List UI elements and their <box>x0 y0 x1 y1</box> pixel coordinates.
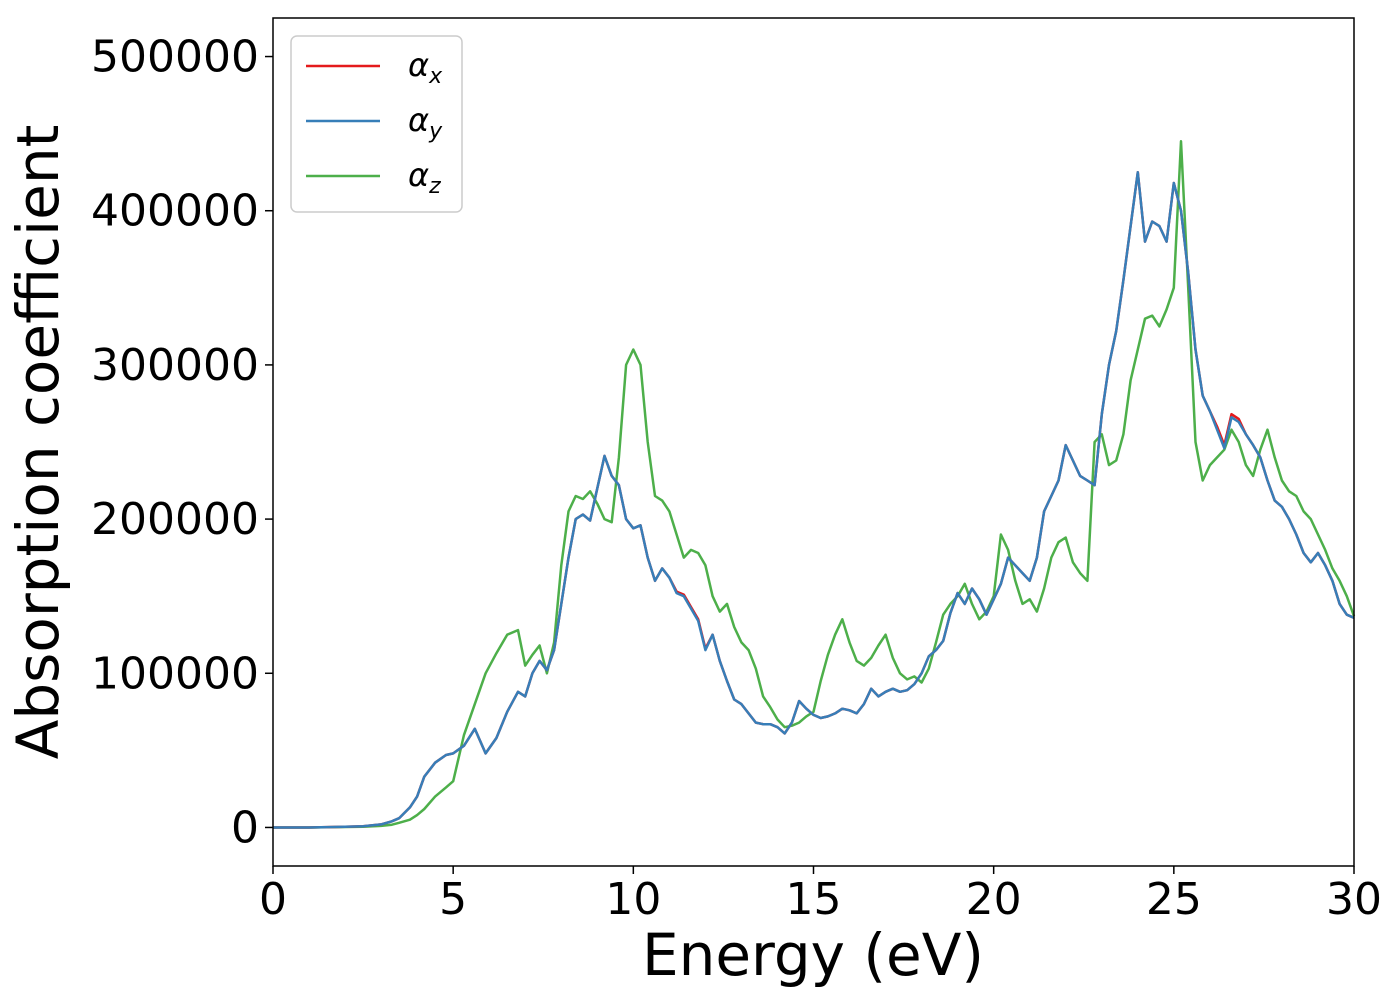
x-tick-label: 30 <box>1326 874 1382 925</box>
x-tick-label: 25 <box>1146 874 1202 925</box>
series-layer <box>273 140 1356 829</box>
x-tick-label: 0 <box>259 874 287 925</box>
legend-label-alpha-y: αy <box>408 101 443 144</box>
x-axis-title: Energy (eV) <box>642 921 984 989</box>
y-tick-label: 0 <box>231 802 259 853</box>
series-line-alpha-z <box>273 140 1356 829</box>
y-tick-label: 200000 <box>91 494 259 545</box>
x-tick-label: 5 <box>439 874 467 925</box>
x-tick-label: 10 <box>605 874 661 925</box>
legend: αx αy αz <box>290 35 463 213</box>
y-tick-label: 500000 <box>91 32 259 83</box>
y-axis-title: Absorption coefficient <box>4 125 72 760</box>
y-tick-label: 400000 <box>91 186 259 237</box>
series-line-alpha-y <box>273 170 1355 829</box>
x-axis: 0 5 10 15 20 25 30 <box>259 866 1382 925</box>
y-axis: 0 100000 200000 300000 400000 500000 <box>91 32 273 853</box>
y-tick-label: 100000 <box>91 648 259 699</box>
legend-box <box>290 35 463 213</box>
x-tick-label: 20 <box>966 874 1022 925</box>
legend-items: αx αy αz <box>306 46 443 199</box>
series-line-alpha-x <box>273 170 1355 829</box>
legend-label-alpha-x: αx <box>408 46 443 89</box>
legend-label-alpha-z: αz <box>408 156 441 199</box>
x-tick-label: 15 <box>786 874 842 925</box>
y-tick-label: 300000 <box>91 340 259 391</box>
